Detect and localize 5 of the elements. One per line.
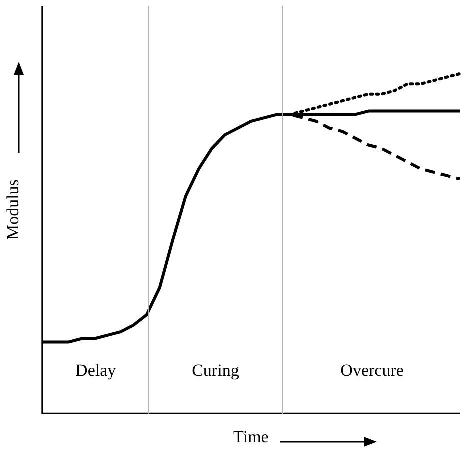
y-axis-title: Modulus xyxy=(4,180,23,240)
annotation: Curing xyxy=(192,361,240,380)
x-axis-title: Time xyxy=(234,427,269,446)
annotation: Delay xyxy=(76,361,117,380)
annotation: Overcure xyxy=(340,361,404,380)
